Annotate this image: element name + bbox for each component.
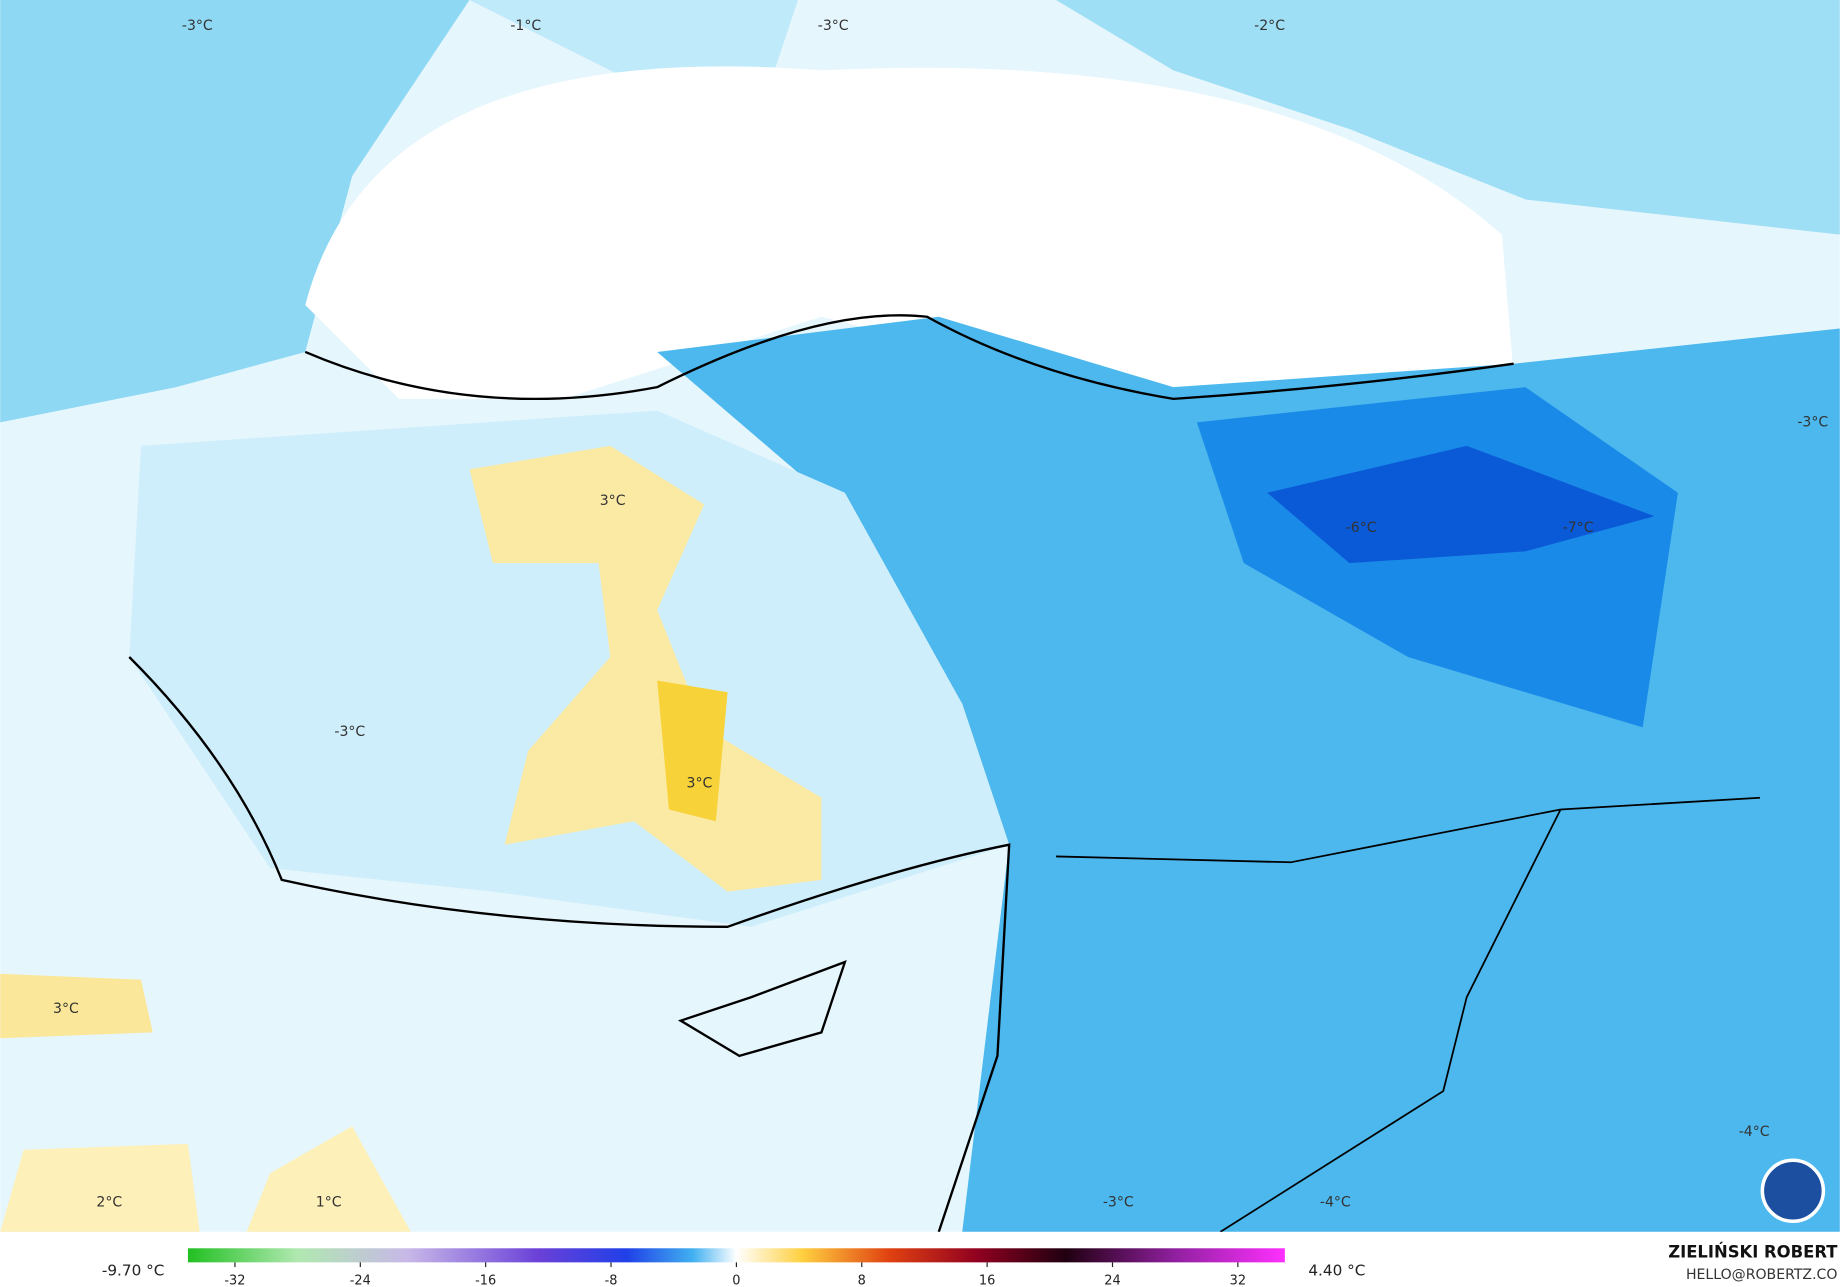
border <box>1056 796 1761 864</box>
author: ZIELIŃSKI ROBERT <box>1668 1243 1838 1262</box>
temp-label: -6°C <box>1346 520 1377 536</box>
min-label: -9.70 °C <box>102 1261 165 1279</box>
north-land <box>1056 0 1840 235</box>
colorbar-tick-label: -8 <box>605 1274 618 1287</box>
cold-core-2 <box>1267 445 1655 564</box>
colorbar-tick-label: 16 <box>979 1274 995 1287</box>
temp-label: -3°C <box>818 18 849 34</box>
cyprus <box>677 960 847 1058</box>
temp-label: -3°C <box>1103 1195 1134 1211</box>
colorbar-tick-label: 32 <box>1230 1274 1246 1287</box>
temp-label: 1°C <box>316 1195 342 1211</box>
temp-label: -4°C <box>1320 1195 1351 1211</box>
colorbar <box>187 1248 1285 1263</box>
temp-label: -1°C <box>510 18 541 34</box>
colorbar-tick-label: -16 <box>475 1274 496 1287</box>
black-sea <box>305 66 1514 399</box>
crete <box>0 973 153 1039</box>
colorbar-tick-label: 0 <box>732 1274 740 1287</box>
temp-label: -4°C <box>1739 1124 1770 1140</box>
temp-label: -3°C <box>1797 414 1828 430</box>
temp-label: 3°C <box>600 493 626 509</box>
warm-area <box>469 445 822 892</box>
colorbar-tick-label: -24 <box>350 1274 371 1287</box>
colorbar-tick-label: 24 <box>1104 1274 1120 1287</box>
temp-label: 3°C <box>687 776 713 792</box>
border <box>1219 809 1562 1233</box>
map-area <box>0 0 1840 1233</box>
temp-label: -3°C <box>334 724 365 740</box>
colorbar-tick-label: -32 <box>224 1274 245 1287</box>
temp-label: -7°C <box>1563 520 1594 536</box>
temp-label: 3°C <box>53 1001 79 1017</box>
email: HELLO@ROBERTZ.CO <box>1686 1267 1837 1283</box>
warm-core <box>657 680 728 822</box>
noaa-logo <box>1760 1158 1826 1224</box>
max-label: 4.40 °C <box>1308 1261 1365 1279</box>
colorbar-tick-label: 8 <box>858 1274 866 1287</box>
temp-label: -2°C <box>1254 18 1285 34</box>
temp-label: -3°C <box>182 18 213 34</box>
warm-south-2 <box>246 1126 411 1232</box>
coastline <box>304 314 1514 401</box>
balkans <box>0 0 470 423</box>
coastline-south <box>128 656 1011 1233</box>
temp-label: 2°C <box>96 1195 122 1211</box>
warm-south <box>0 1143 200 1232</box>
